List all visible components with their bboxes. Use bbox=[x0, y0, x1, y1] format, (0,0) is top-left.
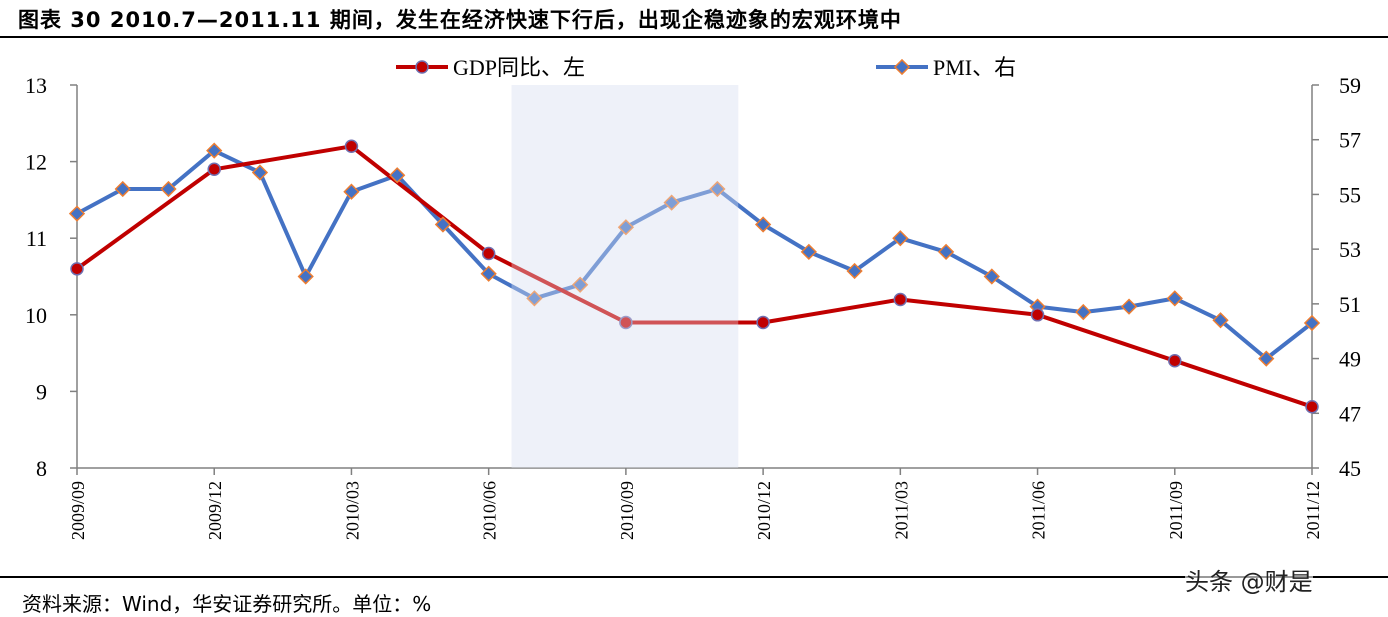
line-chart: 13 12 11 10 9 8 59 57 55 53 51 49 47 45 2009/09 2009/12… bbox=[25, 55, 1361, 540]
legend-gdp-label: GDP同比、左 bbox=[453, 55, 585, 80]
gdp-marker bbox=[207, 162, 221, 177]
shaded-overlay-rect bbox=[511, 85, 739, 468]
gdp-line bbox=[75, 144, 1313, 409]
gdp-marker bbox=[70, 262, 84, 276]
axes: 13 12 11 10 9 8 59 57 55 53 51 49 47 45 2009/09 2009/12… bbox=[25, 73, 1361, 540]
pmi-marker bbox=[1258, 350, 1275, 367]
legend: GDP同比、左 PMI、右 bbox=[396, 55, 1016, 80]
shaded-region bbox=[511, 85, 739, 468]
x-tick-label: 2010/03 bbox=[342, 481, 362, 540]
gdp-marker bbox=[1168, 354, 1182, 368]
gdp-marker bbox=[1305, 399, 1319, 414]
legend-pmi-label: PMI、右 bbox=[933, 55, 1016, 80]
chart-title: 图表 30 2010.7—2011.11 期间，发生在经济快速下行后，出现企稳迹… bbox=[18, 8, 902, 32]
right-tick-label: 51 bbox=[1339, 292, 1361, 317]
pmi-marker bbox=[434, 216, 452, 233]
gdp-marker bbox=[1030, 308, 1045, 322]
pmi-marker bbox=[68, 205, 86, 222]
pmi-marker bbox=[1303, 314, 1321, 332]
top-divider bbox=[0, 36, 1388, 38]
pmi-marker bbox=[251, 164, 269, 181]
right-tick-label: 45 bbox=[1339, 456, 1361, 481]
x-tick-label: 2011/12 bbox=[1303, 481, 1323, 539]
pmi-marker bbox=[572, 276, 589, 293]
gdp-marker bbox=[756, 315, 770, 330]
x-tick-label: 2009/12 bbox=[205, 481, 225, 540]
left-tick-label: 11 bbox=[26, 226, 47, 251]
pmi-marker bbox=[1120, 298, 1138, 315]
right-tick-label: 47 bbox=[1339, 401, 1361, 426]
left-tick-label: 8 bbox=[36, 456, 47, 481]
legend-gdp-marker bbox=[415, 60, 429, 74]
left-tick-label: 13 bbox=[25, 73, 47, 98]
x-tick-label: 2011/03 bbox=[891, 481, 911, 539]
x-tick-label: 2009/09 bbox=[68, 481, 88, 540]
pmi-marker bbox=[160, 180, 177, 198]
gdp-marker bbox=[619, 315, 633, 330]
x-tick-label: 2010/12 bbox=[754, 481, 774, 540]
right-tick-label: 53 bbox=[1339, 237, 1361, 262]
pmi-marker bbox=[846, 262, 863, 280]
pmi-marker bbox=[1212, 312, 1229, 329]
pmi-marker bbox=[617, 219, 635, 236]
pmi-marker bbox=[754, 216, 772, 233]
pmi-marker bbox=[343, 183, 360, 200]
right-tick-label: 57 bbox=[1339, 128, 1361, 153]
gdp-marker bbox=[893, 292, 908, 307]
pmi-marker bbox=[983, 268, 1000, 285]
x-tick-label: 2010/06 bbox=[480, 481, 500, 540]
pmi-marker bbox=[1075, 303, 1092, 321]
pmi-marker bbox=[297, 268, 314, 285]
pmi-marker bbox=[114, 180, 131, 198]
pmi-marker bbox=[892, 230, 909, 247]
pmi-line bbox=[76, 148, 1314, 361]
series bbox=[68, 139, 1321, 414]
pmi-marker bbox=[937, 243, 955, 261]
shaded-period bbox=[511, 85, 739, 468]
legend-pmi-marker bbox=[893, 58, 911, 76]
source-note: 资料来源：Wind，华安证券研究所。单位：% bbox=[22, 592, 432, 616]
right-tick-label: 55 bbox=[1339, 182, 1361, 207]
pmi-marker bbox=[526, 290, 543, 307]
left-tick-label: 12 bbox=[25, 150, 47, 175]
gdp-marker bbox=[344, 139, 359, 154]
pmi-marker bbox=[1166, 290, 1183, 307]
gdp-marker bbox=[481, 246, 496, 261]
left-tick-label: 9 bbox=[36, 379, 47, 404]
pmi-marker bbox=[389, 167, 406, 184]
right-tick-label: 59 bbox=[1339, 73, 1361, 98]
pmi-marker bbox=[800, 243, 817, 261]
pmi-marker bbox=[480, 265, 497, 282]
shaded-overlay bbox=[511, 85, 739, 468]
watermark: 头条 @财是 bbox=[1185, 562, 1313, 597]
x-tick-label: 2011/06 bbox=[1029, 481, 1049, 539]
bottom-divider bbox=[0, 576, 1388, 578]
right-tick-label: 49 bbox=[1339, 347, 1361, 372]
x-tick-label: 2011/09 bbox=[1166, 481, 1186, 539]
pmi-marker bbox=[663, 194, 680, 211]
x-tick-label: 2010/09 bbox=[617, 481, 637, 540]
left-tick-label: 10 bbox=[25, 303, 47, 328]
pmi-marker bbox=[709, 180, 726, 198]
pmi-marker bbox=[206, 142, 223, 159]
